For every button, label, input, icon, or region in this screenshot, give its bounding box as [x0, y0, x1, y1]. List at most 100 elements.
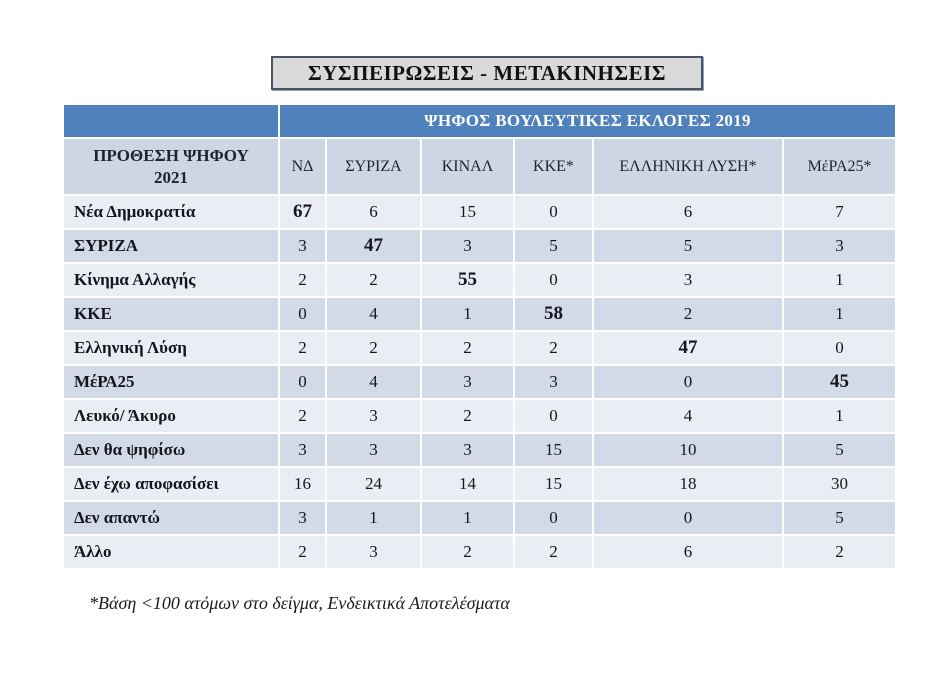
slide-title: ΣΥΣΠΕΙΡΩΣΕΙΣ - ΜΕΤΑΚΙΝΗΣΕΙΣ: [307, 60, 667, 85]
value-cell: 3: [420, 364, 515, 400]
value-cell: 2: [278, 398, 327, 434]
value-cell: 3: [592, 262, 784, 298]
table-row: Λευκό/ Άκυρο 2 3 2 0 4 1: [62, 398, 898, 434]
value-cell: 5: [513, 228, 594, 264]
table-row: Δεν απαντώ 3 1 1 0 0 5: [62, 500, 898, 536]
crosstab-table: ΨΗΦΟΣ ΒΟΥΛΕΥΤΙΚΕΣ ΕΚΛΟΓΕΣ 2019 ΠΡΟΘΕΣΗ Ψ…: [62, 103, 898, 570]
column-header: ΚΚΕ*: [513, 137, 594, 196]
table-row: ΚΚΕ 0 4 1 58 2 1: [62, 296, 898, 332]
table-row: Νέα Δημοκρατία 67 6 15 0 6 7: [62, 194, 898, 230]
value-cell: 58: [513, 296, 594, 332]
value-cell: 30: [781, 466, 898, 502]
value-cell: 16: [278, 466, 327, 502]
value-cell: 2: [278, 262, 327, 298]
row-label: Κίνημα Αλλαγής: [62, 262, 280, 298]
column-header: ΜέΡΑ25*: [781, 137, 898, 196]
value-cell: 1: [781, 262, 898, 298]
value-cell: 5: [592, 228, 784, 264]
value-cell: 15: [513, 466, 594, 502]
value-cell: 15: [420, 194, 515, 230]
table-row: ΣΥΡΙΖΑ 3 47 3 5 5 3: [62, 228, 898, 264]
value-cell: 1: [781, 398, 898, 434]
value-cell: 0: [513, 194, 594, 230]
value-cell: 3: [278, 432, 327, 468]
value-cell: 2: [513, 534, 594, 570]
row-label: ΜέΡΑ25: [62, 364, 280, 400]
value-cell: 2: [513, 330, 594, 366]
row-label: Νέα Δημοκρατία: [62, 194, 280, 230]
value-cell: 6: [592, 194, 784, 230]
value-cell: 55: [420, 262, 515, 298]
value-cell: 14: [420, 466, 515, 502]
value-cell: 47: [592, 330, 784, 366]
value-cell: 7: [781, 194, 898, 230]
value-cell: 3: [325, 398, 422, 434]
value-cell: 1: [781, 296, 898, 332]
row-label: ΚΚΕ: [62, 296, 280, 332]
value-cell: 2: [420, 330, 515, 366]
value-cell: 0: [592, 364, 784, 400]
row-label: Δεν θα ψηφίσω: [62, 432, 280, 468]
footnote: *Βάση <100 ατόμων στο δείγμα, Ενδεικτικά…: [89, 593, 510, 613]
value-cell: 2: [420, 398, 515, 434]
value-cell: 6: [592, 534, 784, 570]
value-cell: 1: [420, 500, 515, 536]
column-header: ΚΙΝΑΛ: [420, 137, 515, 196]
value-cell: 67: [278, 194, 327, 230]
row-label: Λευκό/ Άκυρο: [62, 398, 280, 434]
slide-title-box: ΣΥΣΠΕΙΡΩΣΕΙΣ - ΜΕΤΑΚΙΝΗΣΕΙΣ: [271, 56, 703, 90]
value-cell: 5: [781, 432, 898, 468]
table-row: Άλλο 2 3 2 2 6 2: [62, 534, 898, 570]
value-cell: 0: [278, 364, 327, 400]
row-header-title: ΠΡΟΘΕΣΗ ΨΗΦΟΥ 2021: [62, 137, 280, 196]
corner-cell: [62, 103, 280, 139]
value-cell: 4: [592, 398, 784, 434]
value-cell: 2: [278, 534, 327, 570]
column-header: ΝΔ: [278, 137, 327, 196]
value-cell: 3: [278, 228, 327, 264]
value-cell: 0: [513, 398, 594, 434]
value-cell: 2: [325, 262, 422, 298]
value-cell: 3: [325, 432, 422, 468]
value-cell: 3: [420, 228, 515, 264]
value-cell: 0: [278, 296, 327, 332]
column-header: ΣΥΡΙΖΑ: [325, 137, 422, 196]
row-label: Άλλο: [62, 534, 280, 570]
value-cell: 5: [781, 500, 898, 536]
table-row: Ελληνική Λύση 2 2 2 2 47 0: [62, 330, 898, 366]
table-banner: ΨΗΦΟΣ ΒΟΥΛΕΥΤΙΚΕΣ ΕΚΛΟΓΕΣ 2019: [277, 103, 898, 139]
column-header-row: ΠΡΟΘΕΣΗ ΨΗΦΟΥ 2021 ΝΔ ΣΥΡΙΖΑ ΚΙΝΑΛ ΚΚΕ* ΕΛΛΗ…: [62, 137, 898, 196]
value-cell: 18: [592, 466, 784, 502]
value-cell: 0: [513, 500, 594, 536]
value-cell: 1: [325, 500, 422, 536]
value-cell: 6: [325, 194, 422, 230]
value-cell: 2: [278, 330, 327, 366]
value-cell: 10: [592, 432, 784, 468]
banner-row: ΨΗΦΟΣ ΒΟΥΛΕΥΤΙΚΕΣ ΕΚΛΟΓΕΣ 2019: [62, 103, 898, 139]
value-cell: 2: [420, 534, 515, 570]
row-label: Ελληνική Λύση: [62, 330, 280, 366]
value-cell: 3: [781, 228, 898, 264]
row-label: Δεν απαντώ: [62, 500, 280, 536]
table-row: Κίνημα Αλλαγής 2 2 55 0 3 1: [62, 262, 898, 298]
value-cell: 3: [325, 534, 422, 570]
table-row: Δεν έχω αποφασίσει 16 24 14 15 18 30: [62, 466, 898, 502]
value-cell: 0: [513, 262, 594, 298]
value-cell: 4: [325, 364, 422, 400]
value-cell: 47: [325, 228, 422, 264]
value-cell: 0: [781, 330, 898, 366]
value-cell: 0: [592, 500, 784, 536]
value-cell: 1: [420, 296, 515, 332]
table-row: Δεν θα ψηφίσω 3 3 3 15 10 5: [62, 432, 898, 468]
table-row: ΜέΡΑ25 0 4 3 3 0 45: [62, 364, 898, 400]
value-cell: 2: [592, 296, 784, 332]
value-cell: 45: [781, 364, 898, 400]
value-cell: 3: [420, 432, 515, 468]
value-cell: 2: [781, 534, 898, 570]
value-cell: 4: [325, 296, 422, 332]
column-header: ΕΛΛΗΝΙΚΗ ΛΥΣΗ*: [592, 137, 784, 196]
row-label: Δεν έχω αποφασίσει: [62, 466, 280, 502]
value-cell: 3: [513, 364, 594, 400]
value-cell: 3: [278, 500, 327, 536]
